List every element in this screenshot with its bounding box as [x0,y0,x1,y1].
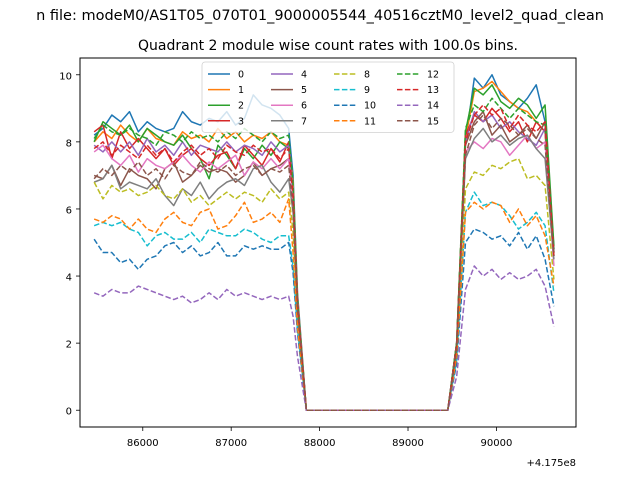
legend-label-8: 8 [364,70,370,81]
series-line-5 [93,110,555,411]
series-layer [93,74,555,411]
x-tick-label: 89000 [392,438,424,449]
series-line-15 [93,114,555,411]
series-line-14 [93,265,555,411]
legend-label-1: 1 [238,85,244,96]
chart-title: Quadrant 2 module wise count rates with … [138,38,518,54]
legend-label-2: 2 [238,101,244,112]
legend-label-14: 14 [427,101,439,112]
series-line-7 [93,127,555,411]
y-axis: 0 2 4 6 8 10 [59,71,80,418]
series-line-4 [93,110,555,411]
legend-label-3: 3 [238,116,244,127]
y-tick-label: 0 [66,407,72,418]
figure-suptitle: n file: modeM0/AS1T05_070T01_9000005544_… [36,8,604,24]
x-tick-label: 88000 [304,438,336,449]
legend-label-9: 9 [364,85,370,96]
legend-label-6: 6 [301,101,307,112]
legend-box [201,61,455,133]
legend-label-0: 0 [238,70,244,81]
legend-label-11: 11 [364,116,376,127]
legend-label-13: 13 [427,85,439,96]
series-line-3 [93,107,555,411]
x-tick-label: 90000 [481,438,513,449]
x-axis: 86000 87000 88000 89000 90000 [127,427,512,449]
plot-frame [79,57,577,428]
y-tick-label: 10 [59,71,72,82]
series-line-8 [93,157,555,411]
legend-label-4: 4 [301,70,307,81]
legend-label-10: 10 [364,101,376,112]
y-tick-label: 4 [66,273,72,284]
series-line-11 [93,198,555,411]
legend-label-12: 12 [427,70,439,81]
x-tick-label: 87000 [215,438,247,449]
legend-label-5: 5 [301,85,307,96]
series-line-10 [93,228,555,411]
series-line-9 [93,191,555,411]
x-tick-label: 86000 [127,438,159,449]
series-line-12 [93,97,555,411]
legend-label-7: 7 [301,116,307,127]
y-tick-label: 8 [66,138,72,149]
y-tick-label: 2 [66,340,72,351]
x-axis-offset-text: +4.175e8 [526,458,576,469]
legend-label-15: 15 [427,116,439,127]
y-tick-label: 6 [66,205,72,216]
